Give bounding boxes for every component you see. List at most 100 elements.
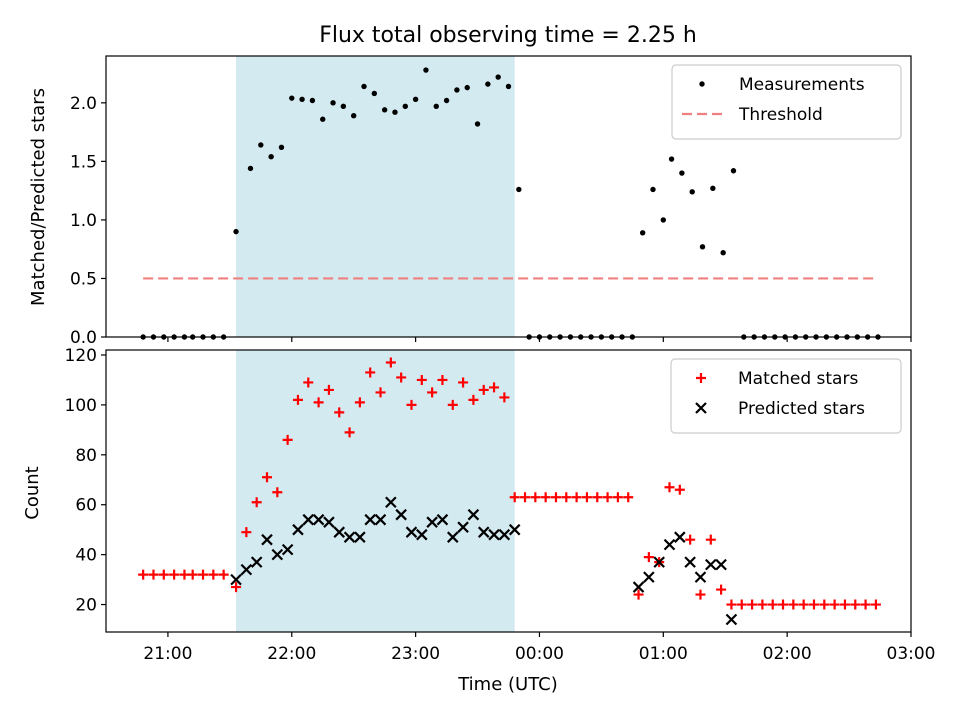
y-tick-label: 120: [65, 346, 97, 366]
predicted-stars-point: [271, 548, 284, 561]
predicted-stars-point: [684, 556, 696, 568]
predicted-stars-point: [333, 526, 346, 538]
legend-marker-x: [695, 402, 707, 414]
shaded-region: [236, 350, 515, 632]
predicted-stars-point: [643, 571, 655, 583]
predicted-stars-point: [436, 513, 449, 526]
y-tick-label: 20: [75, 596, 97, 616]
matched-stars-point: [169, 569, 180, 580]
top-y-axis-label: Matched/Predicted stars: [28, 88, 49, 306]
chart-title: Flux total observing time = 2.25 h: [319, 23, 697, 48]
predicted-stars-point: [343, 531, 356, 543]
measurement-point: [689, 189, 695, 195]
legend: Matched stars Predicted stars: [670, 358, 902, 434]
predicted-stars-point: [405, 526, 418, 538]
matched-stars-point: [716, 584, 727, 595]
y-tick-label: 1.5: [70, 152, 97, 172]
predicted-stars-point: [292, 523, 304, 536]
predicted-stars-point: [508, 523, 521, 536]
predicted-stars-point: [385, 496, 397, 509]
matched-stars-point: [468, 394, 479, 405]
predicted-stars-point: [467, 508, 480, 521]
x-tick-label: 00:00: [515, 644, 564, 664]
matched-stars-point: [839, 599, 850, 610]
measurement-point: [710, 185, 716, 192]
matched-stars-point: [850, 599, 861, 610]
top-panel: 0.0 0.5 1.0 1.5 2.0 Measurements Threshold: [70, 55, 912, 348]
axes-frame: [105, 55, 912, 338]
shaded-region: [236, 56, 515, 337]
matched-stars-point: [187, 569, 198, 580]
measurement-point: [485, 81, 491, 87]
matched-stars-point: [808, 599, 819, 610]
measurement-point: [720, 250, 726, 256]
x-tick-label: 02:00: [763, 644, 812, 664]
matched-stars-point: [540, 492, 551, 503]
measurement-point: [233, 228, 239, 235]
measurement-point: [278, 144, 285, 151]
measurement-point: [516, 186, 522, 193]
matched-stars-point: [685, 534, 696, 545]
measurement-point: [371, 90, 378, 97]
matched-stars-point: [581, 492, 592, 503]
matched-stars-point: [447, 399, 458, 410]
matched-stars-point: [788, 599, 799, 610]
matched-stars-point: [396, 372, 407, 383]
legend: Measurements Threshold: [671, 64, 902, 140]
measurement-point: [361, 83, 367, 90]
matched-stars-point: [323, 384, 334, 395]
predicted-stars-point: [261, 533, 273, 546]
legend-box: [671, 64, 902, 140]
legend-label: Measurements: [739, 75, 865, 95]
predicted-stars-point: [395, 508, 407, 521]
measurement-point: [505, 83, 512, 90]
bottom-panel: 20 40 60 80 100 120 21:00 22:00 23:00 00:00 01:00 0…: [65, 346, 936, 664]
matched-stars-point: [303, 377, 314, 388]
predicted-stars-point: [694, 571, 707, 583]
matched-stars-point: [870, 599, 881, 610]
matched-stars-point: [499, 392, 510, 403]
matched-stars-point: [643, 552, 654, 563]
matched-stars-point: [530, 492, 541, 503]
matched-stars-point: [138, 569, 149, 580]
matched-stars-point: [736, 599, 747, 610]
matched-stars-point: [633, 589, 644, 600]
predicted-stars-point: [488, 528, 500, 541]
measurement-point: [495, 74, 501, 80]
predicted-stars-point: [416, 528, 428, 541]
matched-stars-point: [509, 492, 520, 503]
matched-stars-point: [592, 492, 603, 503]
measurement-point: [330, 100, 336, 106]
measurement-point: [730, 168, 737, 174]
matched-stars-point: [437, 374, 448, 385]
legend-label: Threshold: [738, 105, 823, 125]
matched-stars-point: [262, 472, 272, 483]
matched-stars-point: [778, 599, 789, 610]
measurement-point: [660, 217, 667, 223]
matched-stars-point: [427, 387, 438, 398]
legend-marker-plus: [696, 373, 706, 383]
matched-stars-point: [158, 569, 169, 580]
predicted-stars-point: [354, 531, 366, 543]
predicted-stars-point: [374, 513, 387, 526]
predicted-stars-point: [312, 513, 325, 526]
matched-stars-point: [798, 599, 809, 610]
bottom-y-axis-label: Count: [22, 466, 43, 519]
matched-stars-point: [664, 482, 675, 493]
matched-stars-point: [385, 357, 396, 368]
matched-stars-point: [272, 487, 283, 498]
x-tick-label: 01:00: [639, 644, 688, 664]
matched-stars-point: [571, 492, 582, 503]
matched-stars-point: [819, 599, 830, 610]
measurement-point: [679, 170, 685, 176]
measurement-point: [464, 84, 470, 91]
measurement-point: [392, 109, 398, 115]
matched-stars-point: [375, 387, 386, 398]
legend-box: [670, 358, 902, 434]
measurement-point: [443, 97, 450, 104]
y-tick-label: 0.0: [70, 328, 97, 348]
measurement-point: [474, 121, 481, 127]
measurement-point: [454, 87, 460, 93]
matched-stars-point: [292, 394, 303, 405]
matched-stars-point: [860, 599, 871, 610]
